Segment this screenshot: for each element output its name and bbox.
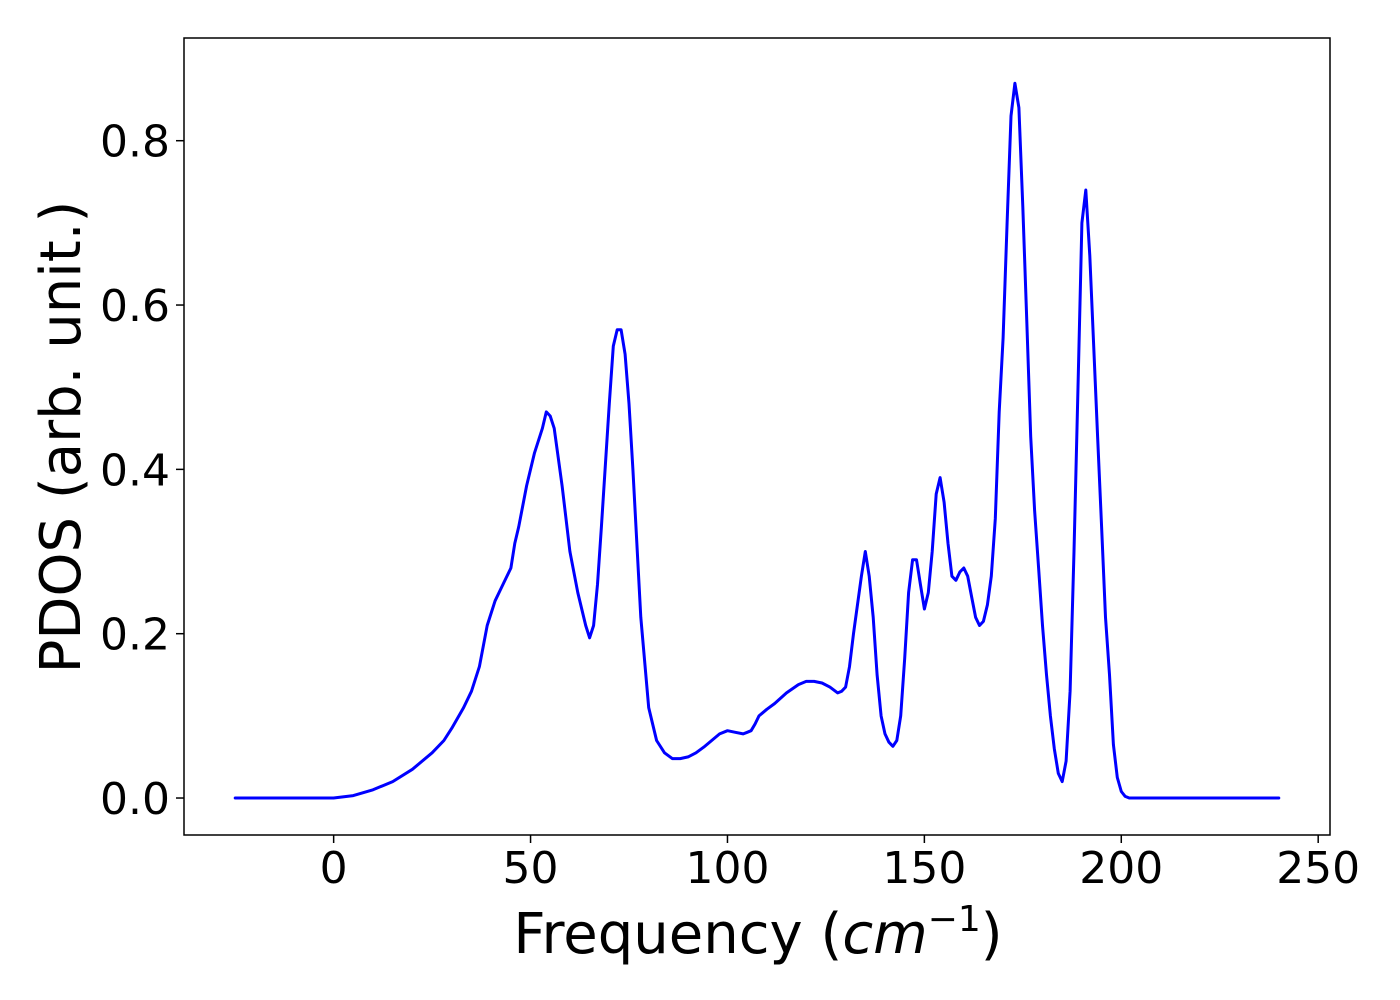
x-axis-label-open-paren: ( [803,902,843,967]
x-axis-label-close-paren: ) [981,902,1003,967]
ticks-layer: 0 50 100 150 200 250 0.0 0.2 0.4 0.6 0.8 [100,117,1360,894]
x-axis-label-text: Frequency [513,902,802,967]
y-tick-label: 0.6 [100,281,170,332]
y-axis-label: PDOS (arb. unit.) [29,201,94,674]
x-axis-label-unit: cm [842,902,927,967]
x-tick-label: 100 [685,843,769,894]
x-tick-label: 50 [503,843,559,894]
pdos-line [233,81,1281,800]
y-tick-label: 0.2 [100,610,170,661]
y-tick-label: 0.0 [100,774,170,825]
y-tick-label: 0.8 [100,117,170,168]
x-tick-label: 0 [320,843,348,894]
x-tick-label: 150 [882,843,966,894]
y-tick-label: 0.4 [100,445,170,496]
x-tick-label: 200 [1079,843,1163,894]
plot-frame [183,37,1331,836]
x-axis-label: Frequency (cm−1) [513,899,1002,967]
x-axis-label-exponent: −1 [928,899,981,940]
x-tick-label: 250 [1276,843,1360,894]
